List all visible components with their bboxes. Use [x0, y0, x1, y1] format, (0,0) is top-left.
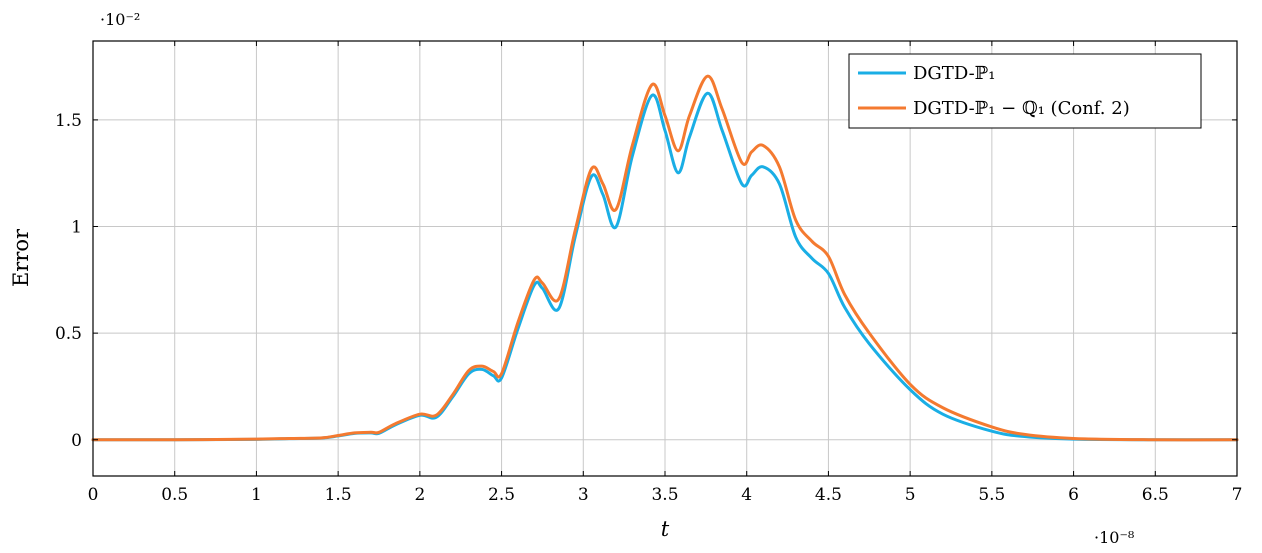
x-tick-label: 5.5 — [978, 485, 1005, 505]
x-tick-label: 0 — [88, 485, 99, 505]
legend-box — [848, 53, 1202, 129]
x-tick-label: 4.5 — [815, 485, 842, 505]
x-tick-label: 6 — [1068, 485, 1079, 505]
y-tick-label: 0 — [71, 431, 82, 451]
x-tick-label: 2.5 — [488, 485, 515, 505]
ticks: 0 0.5 1 1.5 2 2.5 3 3.5 4 4.5 5 5.5 6 6.5 7 0 0.5 1 1.5 — [55, 41, 1242, 505]
x-tick-label: 7 — [1232, 485, 1243, 505]
x-tick-label: 2 — [414, 485, 425, 505]
x-tick-label: 6.5 — [1142, 485, 1169, 505]
y-axis-title: Error — [9, 228, 33, 287]
x-tick-label: 3 — [578, 485, 589, 505]
y-tick-label: 1.5 — [55, 111, 82, 131]
x-tick-label: 5 — [905, 485, 916, 505]
x-exponent-label: ·10⁻⁸ — [1094, 528, 1134, 547]
x-tick-label: 1.5 — [325, 485, 352, 505]
series-line-dgtd-p1-q1 — [91, 74, 1239, 442]
y-exponent-label: ·10⁻² — [100, 10, 140, 29]
series-lines — [91, 74, 1239, 442]
x-tick-label: 3.5 — [651, 485, 678, 505]
legend-label-dgtd-p1: DGTD-ℙ₁ — [913, 63, 995, 84]
x-tick-label: 0.5 — [161, 485, 188, 505]
y-tick-label: 1 — [71, 218, 82, 238]
legend-label-dgtd-p1-q1: DGTD-ℙ₁ − ℚ₁ (Conf. 2) — [913, 98, 1130, 119]
legend: DGTD-ℙ₁ DGTD-ℙ₁ − ℚ₁ (Conf. 2) — [848, 53, 1202, 129]
x-tick-label: 4 — [741, 485, 752, 505]
x-tick-label: 1 — [251, 485, 262, 505]
x-axis-title: t — [661, 517, 670, 541]
y-tick-label: 0.5 — [55, 324, 82, 344]
